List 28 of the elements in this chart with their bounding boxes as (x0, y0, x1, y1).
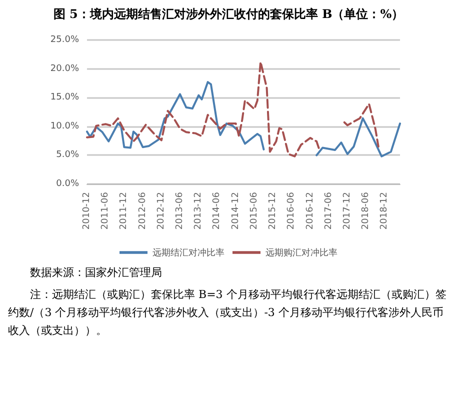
x-tick-label: 2015-12 (268, 192, 278, 230)
chart-title: 图 5：境内远期结售汇对涉外外汇收付的套保比率 B（单位：%） (52, 6, 405, 23)
x-tick-label: 2014-12 (230, 192, 241, 230)
y-tick-label: 0.0% (56, 179, 80, 189)
y-tick-label: 5.0% (56, 150, 80, 160)
x-tick-label: 2011-06 (100, 192, 111, 230)
x-tick-label: 2016-06 (286, 192, 297, 230)
y-tick-label: 25.0% (50, 35, 80, 45)
x-tick-label: 2013-06 (174, 192, 185, 230)
y-tick-label: 10.0% (50, 121, 80, 132)
source-note: 数据来源：国家外汇管理局 (29, 265, 163, 281)
x-tick-label: 2013-12 (194, 192, 204, 230)
x-tick-label: 2011-12 (119, 192, 130, 230)
legend-label: 远期结汇对冲比率 (152, 248, 224, 258)
x-tick-label: 2018-12 (380, 192, 390, 230)
x-tick-label: 2018-06 (360, 192, 371, 230)
y-tick-label: 20.0% (50, 64, 80, 74)
x-tick-label: 2012-06 (138, 192, 148, 230)
legend-label: 远期购汇对冲比率 (266, 248, 338, 258)
x-tick-label: 2012-12 (156, 192, 166, 230)
x-tick-label: 2010-12 (82, 192, 92, 230)
x-tick-label: 2014-06 (212, 192, 222, 230)
x-tick-label: 2015-06 (249, 192, 260, 230)
y-tick-label: 15.0% (50, 92, 80, 103)
x-tick-label: 2016-12 (305, 192, 316, 230)
text: 注：远期结汇（或购汇）套保比率 B=3 个月移动平均银行代客远期结汇（或购汇）签约数/（3 个月移动平均银行代客涉外收入（或支出）-3 个月移动平均银行代客涉外人民币收入（或支出））。 (8, 287, 448, 339)
x-tick-label: 2017-06 (324, 192, 334, 230)
x-tick-label: 2017-12 (342, 192, 352, 230)
